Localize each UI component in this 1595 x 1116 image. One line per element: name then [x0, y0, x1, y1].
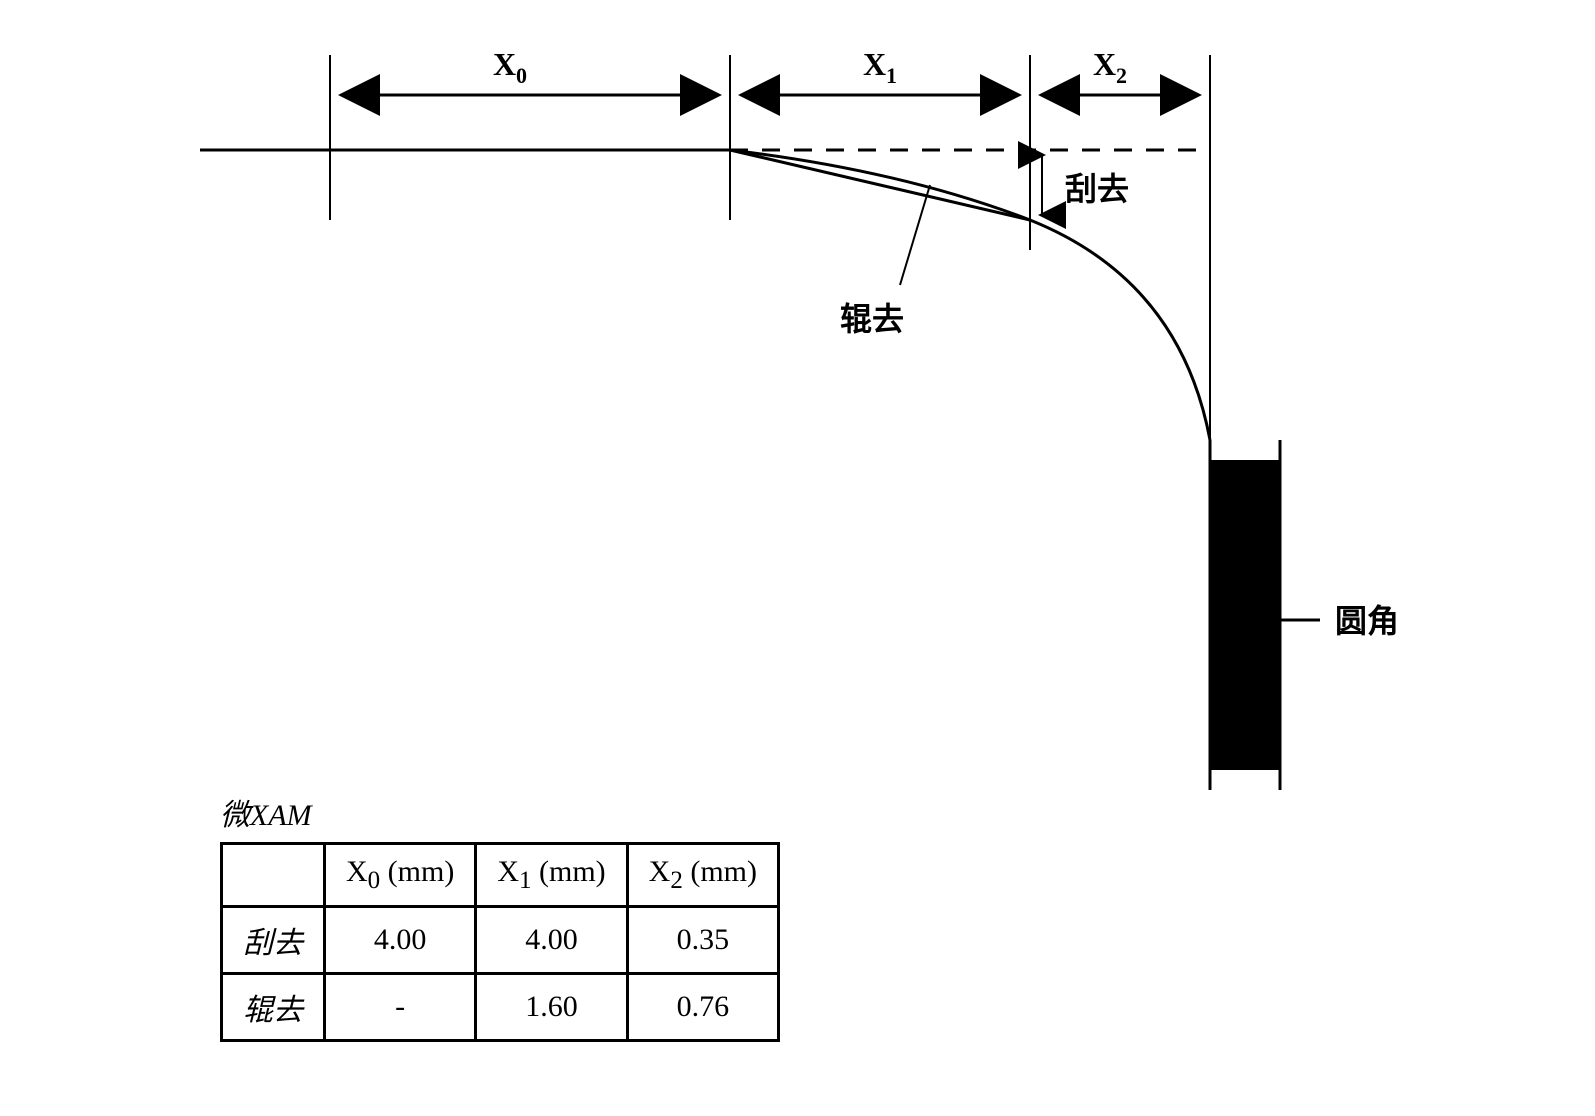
dim-x2-label: X2	[1093, 46, 1127, 88]
dim-x0-label: X0	[493, 46, 527, 88]
col-header-x0: X0 (mm)	[325, 844, 476, 907]
fillet-curve	[1030, 220, 1210, 440]
roll-label: 辊去	[840, 301, 904, 337]
col-header-x2: X2 (mm)	[627, 844, 778, 907]
row-label-scrape: 刮去	[222, 907, 325, 974]
fillet-block	[1210, 440, 1280, 790]
data-table-container: 微XAM X0 (mm) X1 (mm) X2 (mm) 刮去 4.00 4.0…	[220, 790, 780, 1042]
vertical-guides	[330, 55, 1210, 440]
cell: 0.35	[627, 907, 778, 974]
dim-x1-label: X1	[863, 46, 897, 88]
cell: -	[325, 974, 476, 1041]
table-header-row: X0 (mm) X1 (mm) X2 (mm)	[222, 844, 779, 907]
roll-leader	[900, 185, 930, 285]
cell: 4.00	[325, 907, 476, 974]
fillet-label: 圆角	[1335, 603, 1399, 639]
diagram-area: X0 X1 X2 刮去	[200, 40, 1500, 800]
table-title: 微XAM	[220, 790, 780, 834]
dimension-lines: X0 X1 X2	[344, 46, 1196, 95]
data-table: X0 (mm) X1 (mm) X2 (mm) 刮去 4.00 4.00 0.3…	[220, 842, 780, 1042]
table-corner-cell	[222, 844, 325, 907]
table-row: 刮去 4.00 4.00 0.35	[222, 907, 779, 974]
col-header-x1: X1 (mm)	[476, 844, 627, 907]
row-label-roll: 辊去	[222, 974, 325, 1041]
cell: 0.76	[627, 974, 778, 1041]
diagram-svg: X0 X1 X2 刮去	[200, 40, 1500, 800]
cell: 1.60	[476, 974, 627, 1041]
scrape-line	[730, 150, 1030, 220]
cell: 4.00	[476, 907, 627, 974]
table-row: 辊去 - 1.60 0.76	[222, 974, 779, 1041]
scrape-label: 刮去	[1065, 171, 1129, 207]
